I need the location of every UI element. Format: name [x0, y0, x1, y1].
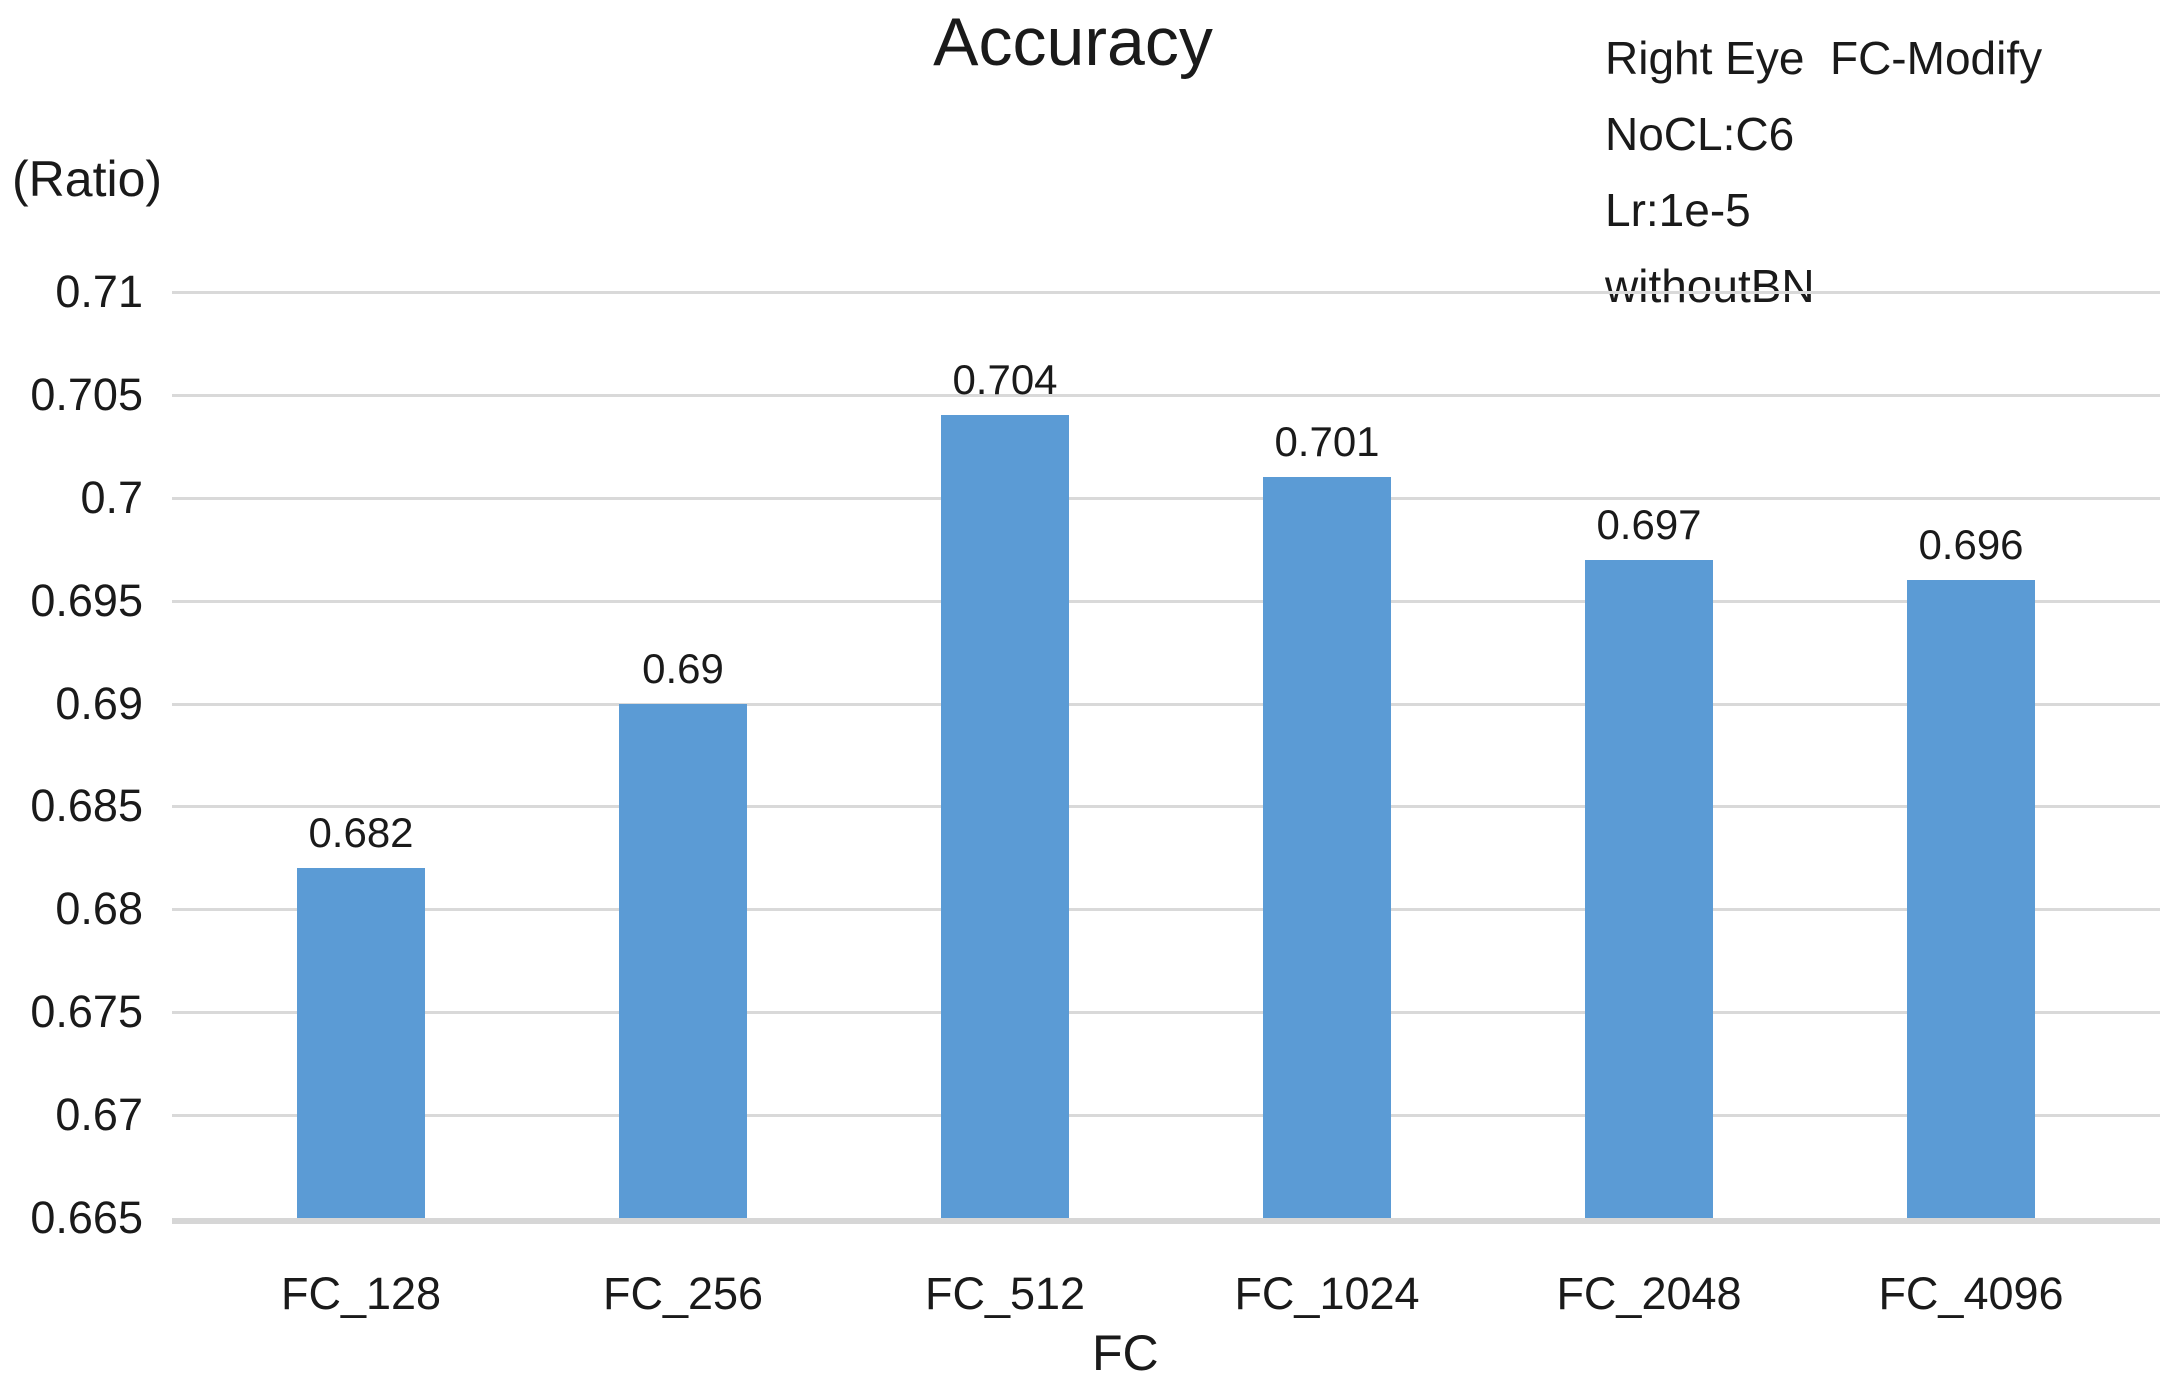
- gridline: [172, 394, 2160, 397]
- gridline: [172, 703, 2160, 706]
- bar-value-label: 0.69: [642, 645, 724, 692]
- bar: [619, 704, 747, 1218]
- annotation-line: Lr:1e-5: [1605, 184, 1751, 236]
- bar-value-label: 0.697: [1596, 501, 1702, 548]
- bar: [1585, 560, 1713, 1218]
- y-tick-label: 0.675: [30, 986, 143, 1037]
- gridline: [172, 600, 2160, 603]
- y-tick-label: 0.7: [80, 472, 143, 523]
- gridline: [172, 908, 2160, 911]
- x-tick-label: FC_256: [602, 1268, 764, 1319]
- y-tick-label: 0.67: [55, 1089, 143, 1140]
- bar: [1907, 580, 2035, 1218]
- annotation-line: NoCL:C6: [1605, 108, 1795, 160]
- bar-value-label: 0.682: [308, 809, 414, 856]
- gridline: [172, 497, 2160, 500]
- bar: [1263, 477, 1391, 1218]
- bar: [941, 415, 1069, 1218]
- y-tick-label: 0.71: [55, 266, 143, 317]
- bar-slot: 0.704 FC_512: [844, 292, 1166, 1319]
- y-tick-label: 0.695: [30, 575, 143, 626]
- bar-value-label: 0.704: [952, 356, 1058, 403]
- y-tick-label: 0.665: [30, 1192, 143, 1243]
- x-tick-label: FC_128: [280, 1268, 442, 1319]
- bar-slot: 0.682 FC_128: [200, 292, 522, 1319]
- y-tick-label: 0.705: [30, 369, 143, 420]
- bar: [297, 868, 425, 1218]
- chart-title: Accuracy: [933, 4, 1213, 80]
- y-tick-label: 0.685: [30, 780, 143, 831]
- y-axis-unit-label: (Ratio): [12, 151, 163, 207]
- gridline: [172, 291, 2160, 294]
- gridline: [172, 1011, 2160, 1014]
- bar-slot: 0.697 FC_2048: [1488, 292, 1810, 1319]
- bar-value-label: 0.701: [1274, 418, 1380, 465]
- y-tick-label: 0.68: [55, 883, 143, 934]
- annotation-line: withoutBN: [1605, 260, 1815, 312]
- gridline: [172, 805, 2160, 808]
- bar-value-label: 0.696: [1918, 521, 2024, 568]
- bar-slot: 0.69 FC_256: [522, 292, 844, 1319]
- gridline: [172, 1114, 2160, 1117]
- x-tick-label: FC_2048: [1556, 1268, 1742, 1319]
- chart-annotation: Right Eye FC-Modify NoCL:C6 Lr:1e-5 without…: [1605, 20, 2042, 324]
- annotation-line: Right Eye FC-Modify: [1605, 32, 2043, 84]
- bar-slot: 0.701 FC_1024: [1166, 292, 1488, 1319]
- x-tick-label: FC_512: [924, 1268, 1086, 1319]
- x-tick-label: FC_4096: [1878, 1268, 2064, 1319]
- y-tick-label: 0.69: [55, 678, 143, 729]
- x-axis-title: FC: [1092, 1325, 1159, 1381]
- x-tick-label: FC_1024: [1234, 1268, 1420, 1319]
- bar-slot: 0.696 FC_4096: [1810, 292, 2132, 1319]
- x-axis-line: [172, 1218, 2160, 1224]
